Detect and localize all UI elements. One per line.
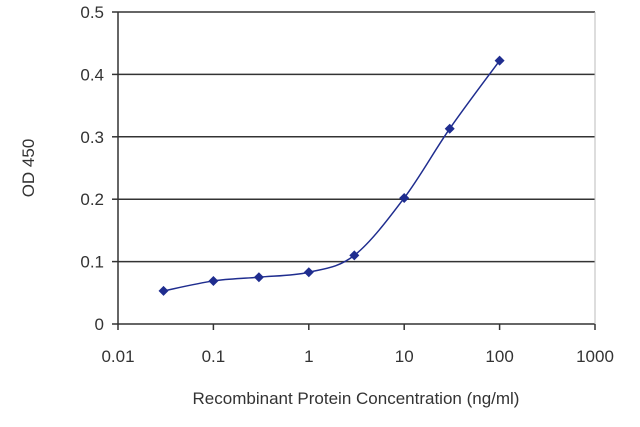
x-axis-title: Recombinant Protein Concentration (ng/ml… xyxy=(193,389,520,408)
y-tick-label-2: 0.2 xyxy=(80,190,104,209)
data-point-6 xyxy=(444,123,455,134)
x-tick-label-3: 10 xyxy=(395,347,414,366)
y-tick-labels: 0 0.1 0.2 0.3 0.4 0.5 xyxy=(80,3,104,334)
y-axis-title: OD 450 xyxy=(19,139,38,198)
y-tick-label-4: 0.4 xyxy=(80,65,104,84)
y-tick-label-5: 0.5 xyxy=(80,3,104,22)
y-tick-label-3: 0.3 xyxy=(80,128,104,147)
data-point-2 xyxy=(253,272,264,283)
plot-area xyxy=(118,12,595,324)
x-tick-label-2: 1 xyxy=(304,347,313,366)
gridlines xyxy=(118,11,595,263)
x-tick-label-5: 1000 xyxy=(576,347,614,366)
data-series xyxy=(158,55,505,296)
axes xyxy=(112,11,596,330)
data-point-0 xyxy=(158,285,169,296)
x-tick-labels: 0.01 0.1 1 10 100 1000 xyxy=(101,347,613,366)
data-point-3 xyxy=(303,267,314,278)
y-tick-label-0: 0 xyxy=(95,315,104,334)
data-point-5 xyxy=(399,192,410,203)
x-tick-label-1: 0.1 xyxy=(202,347,226,366)
data-point-7 xyxy=(494,55,505,66)
x-tick-label-4: 100 xyxy=(485,347,513,366)
data-point-4 xyxy=(349,250,360,261)
x-tick-label-0: 0.01 xyxy=(101,347,134,366)
data-point-1 xyxy=(208,275,219,286)
y-tick-label-1: 0.1 xyxy=(80,253,104,272)
